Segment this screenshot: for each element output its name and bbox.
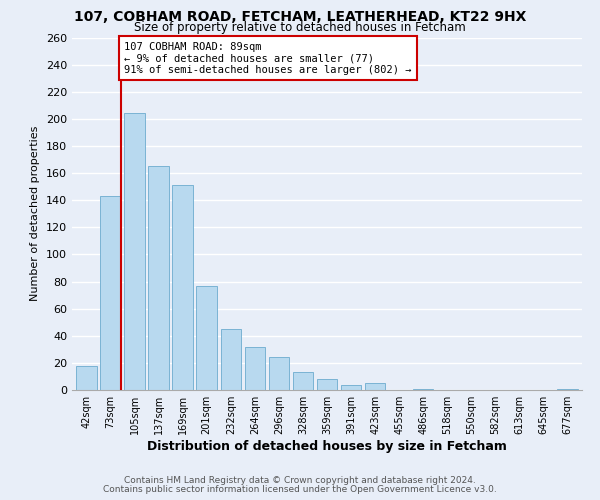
Bar bbox=[317, 379, 337, 390]
Bar bbox=[172, 186, 193, 390]
Bar bbox=[148, 166, 169, 390]
Text: Contains HM Land Registry data © Crown copyright and database right 2024.: Contains HM Land Registry data © Crown c… bbox=[124, 476, 476, 485]
Y-axis label: Number of detached properties: Number of detached properties bbox=[31, 126, 40, 302]
Bar bbox=[365, 383, 385, 390]
Bar bbox=[413, 388, 433, 390]
Bar bbox=[124, 114, 145, 390]
Bar bbox=[100, 196, 121, 390]
Bar bbox=[269, 358, 289, 390]
Text: 107, COBHAM ROAD, FETCHAM, LEATHERHEAD, KT22 9HX: 107, COBHAM ROAD, FETCHAM, LEATHERHEAD, … bbox=[74, 10, 526, 24]
Bar bbox=[341, 384, 361, 390]
Bar bbox=[245, 346, 265, 390]
Text: Contains public sector information licensed under the Open Government Licence v3: Contains public sector information licen… bbox=[103, 485, 497, 494]
X-axis label: Distribution of detached houses by size in Fetcham: Distribution of detached houses by size … bbox=[147, 440, 507, 453]
Bar bbox=[293, 372, 313, 390]
Text: Size of property relative to detached houses in Fetcham: Size of property relative to detached ho… bbox=[134, 21, 466, 34]
Bar bbox=[221, 329, 241, 390]
Bar bbox=[76, 366, 97, 390]
Bar bbox=[196, 286, 217, 390]
Text: 107 COBHAM ROAD: 89sqm
← 9% of detached houses are smaller (77)
91% of semi-deta: 107 COBHAM ROAD: 89sqm ← 9% of detached … bbox=[124, 42, 412, 75]
Bar bbox=[557, 388, 578, 390]
